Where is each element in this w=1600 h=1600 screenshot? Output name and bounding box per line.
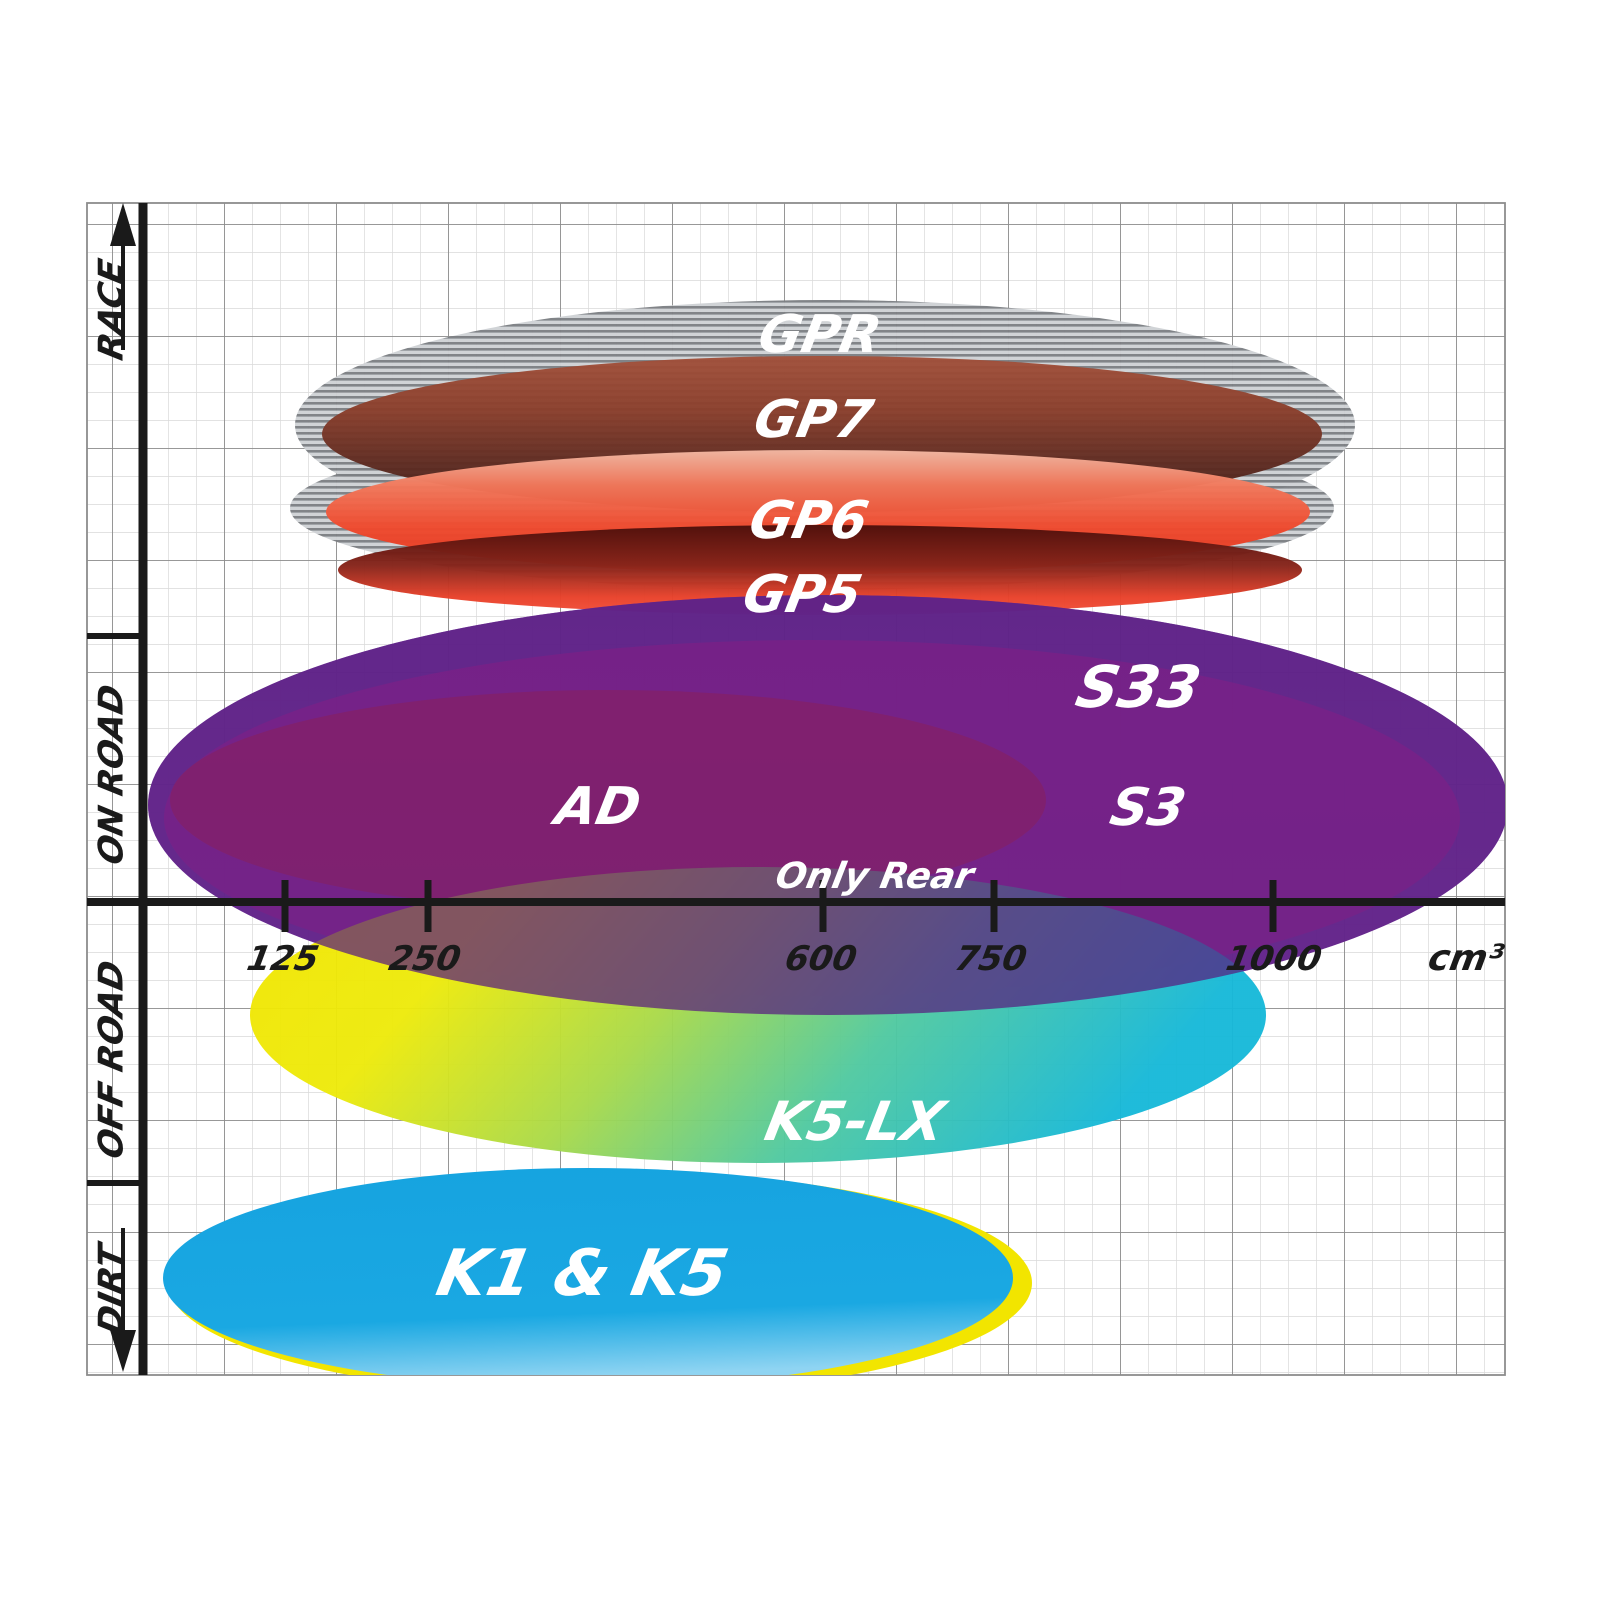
dirt-arrow-icon	[110, 1228, 136, 1372]
label-gp7: GP7	[749, 389, 878, 449]
band-label-dirt: DIRT	[92, 1239, 132, 1339]
x-tick-label-250: 250	[386, 939, 464, 979]
band-label-race: RACE	[92, 255, 132, 364]
label-gpr: GPR	[754, 304, 887, 364]
area-k1k5[interactable]	[163, 1168, 1013, 1388]
race-arrow-icon	[110, 203, 136, 350]
x-axis-unit-label: cm³	[1425, 936, 1507, 979]
band-label-on-road: ON ROAD	[92, 681, 132, 868]
x-axis-ticks	[281, 880, 1277, 932]
label-only-rear: Only Rear	[772, 854, 979, 897]
band-label-off-road: OFF ROAD	[92, 957, 132, 1162]
label-gp6: GP6	[744, 490, 873, 550]
area-s33-overlap	[148, 595, 1505, 1015]
x-tick-label-125: 125	[244, 939, 322, 979]
x-tick-label-750: 750	[952, 939, 1030, 979]
x-tick-label-600: 600	[782, 939, 860, 979]
label-k1k5: K1 & K5	[431, 1237, 734, 1311]
label-s33: S33	[1071, 654, 1207, 721]
label-s3: S3	[1105, 777, 1190, 837]
x-tick-label-1000: 1000	[1223, 939, 1325, 979]
application-areas	[148, 300, 1505, 1388]
label-k5lx: K5-LX	[760, 1089, 953, 1152]
axes	[87, 203, 1505, 1375]
label-ad: AD	[547, 776, 646, 836]
area-gp5[interactable]	[338, 525, 1302, 615]
label-gp5: GP5	[738, 564, 867, 624]
